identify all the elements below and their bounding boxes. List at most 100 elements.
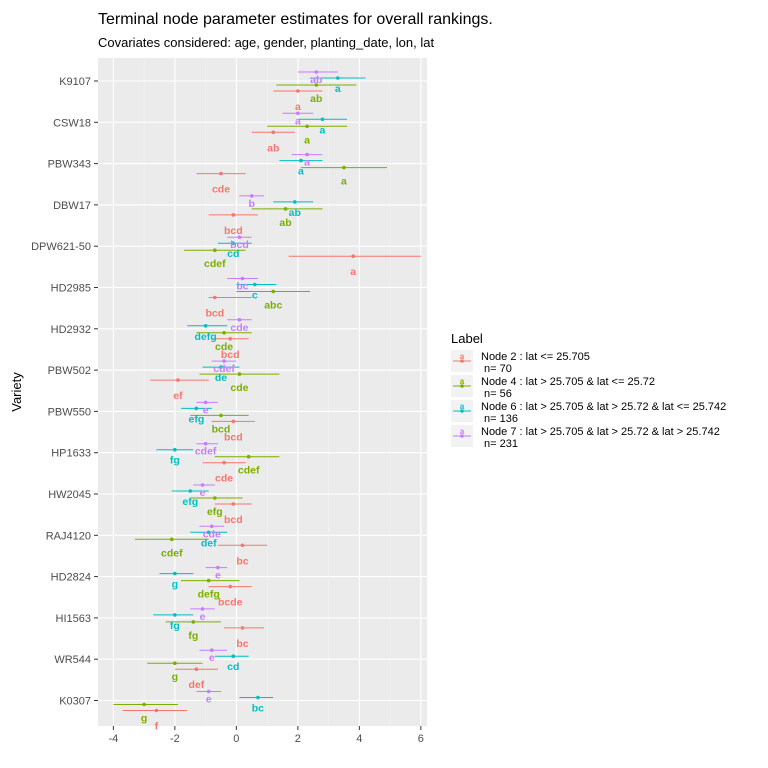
group-letter-label: fg xyxy=(170,620,180,632)
y-tick-label: RAJ4120 xyxy=(46,530,91,542)
group-letter-label: cde xyxy=(203,528,221,540)
x-tick-label: -2 xyxy=(170,733,180,745)
estimate-point xyxy=(203,400,208,405)
group-letter-label: def xyxy=(189,679,205,691)
legend-key-letter: a xyxy=(460,352,465,361)
estimate-point xyxy=(213,295,217,300)
group-letter-label: bcd xyxy=(212,423,231,435)
group-letter-label: bcd xyxy=(224,225,243,237)
estimate-point xyxy=(237,318,242,322)
estimate-point xyxy=(296,111,300,116)
y-tick-label: HW2045 xyxy=(48,489,91,501)
group-letter-label: g xyxy=(141,713,147,725)
estimate-point xyxy=(173,613,177,617)
estimate-point xyxy=(176,378,180,382)
estimate-point xyxy=(200,483,205,487)
estimate-point xyxy=(213,248,217,252)
y-tick-label: HD2824 xyxy=(51,572,91,584)
y-tick-label: HD2932 xyxy=(51,324,91,336)
group-letter-label: e xyxy=(200,611,206,623)
group-letter-label: e xyxy=(200,487,206,499)
group-letter-label: e xyxy=(215,570,221,582)
estimate-point xyxy=(173,661,177,665)
group-letter-label: fg xyxy=(188,630,198,642)
group-letter-label: cdef xyxy=(161,547,183,559)
legend-key-letter: a xyxy=(460,427,465,436)
group-letter-label: cd xyxy=(227,248,239,260)
estimate-point xyxy=(194,406,199,411)
group-letter-label: bc xyxy=(236,281,248,293)
estimate-point xyxy=(213,496,217,500)
group-letter-label: efg xyxy=(182,496,198,508)
estimate-point xyxy=(351,254,356,258)
chart-title: Terminal node parameter estimates for ov… xyxy=(98,11,493,28)
estimate-point xyxy=(216,565,220,570)
group-letter-label: cdef xyxy=(204,258,226,270)
y-tick-label: K0307 xyxy=(59,696,91,708)
estimate-point xyxy=(219,171,223,176)
legend-key-point xyxy=(460,434,464,438)
group-letter-label: g xyxy=(172,671,178,683)
group-letter-label: cde xyxy=(212,184,230,196)
y-tick-label: PBW550 xyxy=(48,406,91,418)
group-letter-label: cde xyxy=(215,473,233,485)
group-letter-label: def xyxy=(201,537,217,549)
x-tick-label: 2 xyxy=(295,733,301,745)
estimate-point xyxy=(142,702,146,707)
group-letter-label: bcde xyxy=(218,597,243,609)
estimate-point xyxy=(342,165,346,170)
estimate-point xyxy=(219,365,223,369)
estimate-point xyxy=(246,454,251,459)
estimate-point xyxy=(231,241,236,245)
y-tick-label: PBW502 xyxy=(48,365,91,377)
group-letter-label: a xyxy=(341,176,347,188)
y-tick-label: DPW621-50 xyxy=(31,241,91,253)
group-letter-label: a xyxy=(298,166,304,178)
group-letter-label: cde xyxy=(230,322,248,334)
estimate-point xyxy=(256,695,260,700)
estimate-point xyxy=(320,117,325,122)
legend-title: Label xyxy=(451,331,483,346)
estimate-point xyxy=(271,130,276,135)
estimate-point xyxy=(305,152,309,157)
estimate-point xyxy=(296,89,300,93)
group-letter-label: ab xyxy=(310,93,322,105)
estimate-point xyxy=(228,337,233,341)
group-letter-label: a xyxy=(295,101,301,113)
estimate-point xyxy=(283,207,288,211)
estimate-point xyxy=(203,441,208,446)
estimate-point xyxy=(203,324,208,328)
group-letter-label: cde xyxy=(230,382,248,394)
estimate-point xyxy=(240,626,245,630)
y-axis-ticks: K9107 CSW18 PBW343 DBW17 DPW621-50 HD2985 HD29… xyxy=(31,76,98,708)
group-letter-label: g xyxy=(172,579,178,591)
legend-key-point xyxy=(460,384,464,388)
group-letter-label: efg xyxy=(207,506,223,518)
y-tick-label: HI1563 xyxy=(56,613,91,625)
group-letter-label: bcd xyxy=(224,514,243,526)
estimate-point xyxy=(240,276,245,281)
legend-label: Node 4 : lat > 25.705 & lat <= 25.72 n= … xyxy=(481,376,655,400)
legend-label-line: Node 4 : lat > 25.705 & lat <= 25.72 xyxy=(481,376,655,388)
x-tick-label: 4 xyxy=(356,733,362,745)
group-letter-label: bcd xyxy=(221,349,240,361)
group-letter-label: cde xyxy=(215,341,233,353)
estimate-point xyxy=(228,584,233,589)
group-letter-label: cd xyxy=(227,661,239,673)
group-letter-label: f xyxy=(155,721,159,733)
legend-label: Node 2 : lat <= 25.705 n= 70 xyxy=(481,351,590,375)
estimate-point xyxy=(237,372,242,376)
group-letter-label: e xyxy=(209,652,215,664)
estimate-point xyxy=(173,571,177,576)
group-letter-label: cdef xyxy=(195,446,217,458)
group-letter-label: bc xyxy=(252,703,264,715)
group-letter-label: abc xyxy=(264,300,282,312)
estimate-point xyxy=(231,654,236,658)
group-letter-label: ab xyxy=(267,142,279,154)
y-tick-label: HD2985 xyxy=(51,283,91,295)
x-tick-label: 0 xyxy=(233,733,239,745)
legend-key-point xyxy=(460,359,464,363)
estimate-point xyxy=(209,648,214,652)
estimate-point xyxy=(169,537,174,542)
group-letter-label: bcd xyxy=(230,239,249,251)
